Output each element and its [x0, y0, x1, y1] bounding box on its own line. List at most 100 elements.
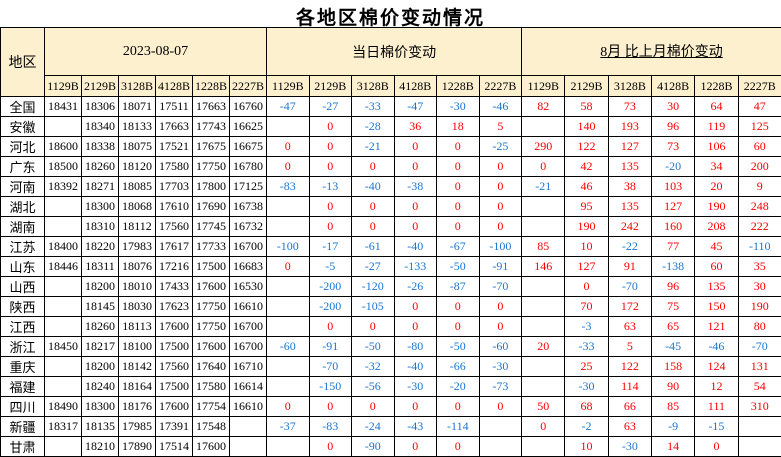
monthly-change-cell	[522, 377, 565, 397]
daily-change-cell: -100	[479, 237, 522, 257]
price-cell: 18076	[119, 257, 156, 277]
monthly-change-cell: -110	[738, 237, 781, 257]
daily-change-cell: -21	[352, 137, 395, 157]
region-cell: 广东	[1, 157, 45, 177]
price-cell: 16732	[230, 217, 267, 237]
daily-change-cell: -20	[437, 377, 480, 397]
price-cell: 17743	[193, 117, 230, 137]
daily-change-cell: 0	[309, 117, 352, 137]
monthly-change-cell	[522, 317, 565, 337]
daily-change-cell: -73	[479, 377, 522, 397]
price-cell: 16700	[230, 237, 267, 257]
region-cell: 湖南	[1, 217, 45, 237]
daily-change-cell: 0	[394, 437, 437, 457]
daily-change-cell: 0	[309, 197, 352, 217]
price-cell	[45, 297, 82, 317]
monthly-change-cell: 85	[652, 397, 695, 417]
daily-change-cell: 0	[437, 197, 480, 217]
monthly-change-cell: 103	[652, 177, 695, 197]
daily-change-cell	[267, 297, 310, 317]
monthly-change-cell: 146	[522, 257, 565, 277]
daily-change-cell	[267, 217, 310, 237]
price-cell: 18431	[45, 97, 82, 117]
daily-change-cell: -90	[352, 437, 395, 457]
daily-change-cell	[267, 317, 310, 337]
monthly-change-cell: 0	[695, 437, 738, 457]
monthly-change-cell: 208	[695, 217, 738, 237]
price-cell: 18142	[119, 357, 156, 377]
monthly-change-cell: 34	[695, 157, 738, 177]
monthly-change-cell: 65	[652, 317, 695, 337]
daily-change-cell	[267, 357, 310, 377]
daily-change-cell: -32	[352, 357, 395, 377]
section-header-date: 2023-08-07	[45, 28, 267, 76]
daily-change-cell: -46	[479, 97, 522, 117]
price-cell: 18200	[82, 277, 119, 297]
daily-change-cell: -38	[394, 177, 437, 197]
monthly-change-cell	[522, 277, 565, 297]
daily-change-cell: -120	[352, 277, 395, 297]
daily-change-cell: -83	[309, 417, 352, 437]
region-column-header: 地区	[1, 28, 45, 97]
price-cell: 18120	[119, 157, 156, 177]
region-cell: 福建	[1, 377, 45, 397]
daily-change-cell: -47	[267, 97, 310, 117]
region-cell: 浙江	[1, 337, 45, 357]
daily-change-cell: 0	[437, 297, 480, 317]
price-cell: 18338	[82, 137, 119, 157]
price-cell	[45, 217, 82, 237]
price-cell: 18200	[82, 357, 119, 377]
daily-change-cell: 0	[437, 157, 480, 177]
region-cell: 全国	[1, 97, 45, 117]
monthly-change-cell: -45	[652, 337, 695, 357]
price-cell: 18210	[82, 437, 119, 457]
monthly-change-cell: -3	[565, 317, 608, 337]
daily-change-cell: 0	[309, 437, 352, 457]
region-cell: 湖北	[1, 197, 45, 217]
monthly-change-cell: 0	[565, 277, 608, 297]
daily-change-cell: -50	[437, 257, 480, 277]
monthly-change-cell: 122	[565, 137, 608, 157]
monthly-change-cell: 70	[565, 297, 608, 317]
column-header-section0-4128B: 4128B	[156, 76, 193, 97]
daily-change-cell: -27	[309, 97, 352, 117]
column-header-section2-2227B: 2227B	[738, 76, 781, 97]
region-cell: 山东	[1, 257, 45, 277]
daily-change-cell: -200	[309, 277, 352, 297]
monthly-change-cell: 96	[652, 117, 695, 137]
daily-change-cell	[267, 117, 310, 137]
price-cell	[45, 197, 82, 217]
monthly-change-cell: 58	[565, 97, 608, 117]
price-cell: 18068	[119, 197, 156, 217]
price-cell: 18217	[82, 337, 119, 357]
region-cell: 山西	[1, 277, 45, 297]
price-cell: 18220	[82, 237, 119, 257]
price-cell	[230, 417, 267, 437]
price-cell: 16700	[230, 337, 267, 357]
monthly-change-cell: 222	[738, 217, 781, 237]
monthly-change-cell: 135	[608, 157, 651, 177]
daily-change-cell: -70	[479, 277, 522, 297]
price-cell: 18446	[45, 257, 82, 277]
price-cell: 17433	[156, 277, 193, 297]
daily-change-cell: -91	[309, 337, 352, 357]
monthly-change-cell: 54	[738, 377, 781, 397]
price-cell: 18271	[82, 177, 119, 197]
daily-change-cell: -56	[352, 377, 395, 397]
monthly-change-cell: 248	[738, 197, 781, 217]
daily-change-cell: -30	[479, 357, 522, 377]
price-cell: 17600	[156, 397, 193, 417]
price-cell: 18311	[82, 257, 119, 277]
price-cell: 16683	[230, 257, 267, 277]
daily-change-cell: 0	[309, 397, 352, 417]
monthly-change-cell	[522, 117, 565, 137]
column-header-section0-2227B: 2227B	[230, 76, 267, 97]
price-cell: 17890	[119, 437, 156, 457]
section-header-row: 地区 2023-08-07 当日棉价变动 8月 比上月棉价变动	[1, 28, 781, 76]
monthly-change-cell	[522, 297, 565, 317]
